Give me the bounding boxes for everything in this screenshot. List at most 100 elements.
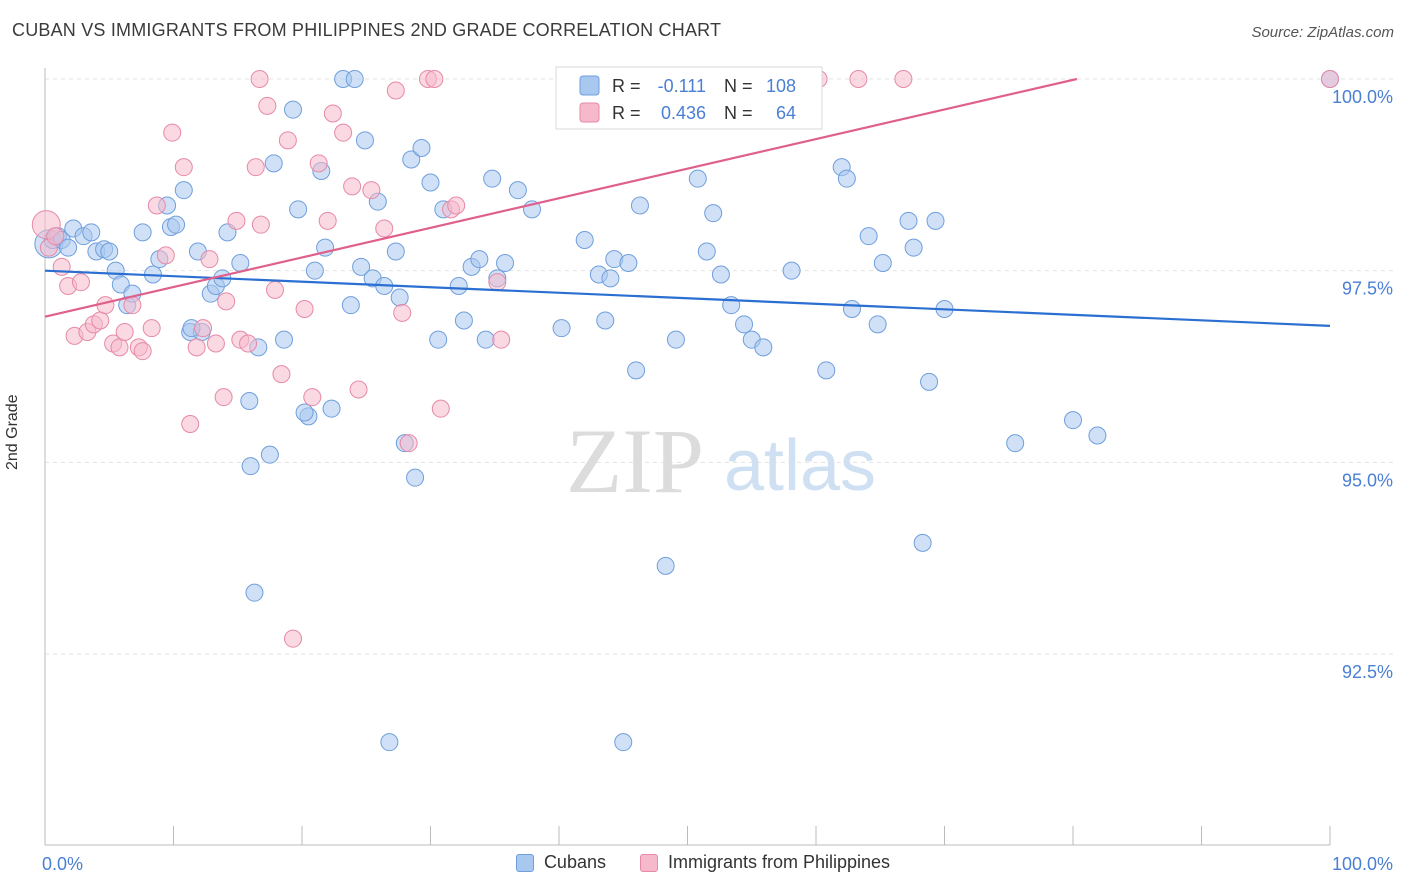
cuban-point — [704, 204, 723, 223]
tick-labels: 100.0% 97.5% 95.0% 92.5% 0.0% 100.0% — [42, 87, 1393, 874]
cuban-point — [904, 238, 923, 257]
cuban-point — [899, 211, 918, 230]
watermark-atlas: atlas — [724, 426, 876, 506]
philippines-point — [488, 273, 507, 292]
legend-r-value: 0.436 — [661, 103, 706, 123]
cuban-point — [868, 315, 887, 334]
legend-item-philippines: Immigrants from Philippines — [639, 852, 890, 873]
cuban-point — [241, 457, 260, 476]
cuban-point — [82, 223, 101, 242]
philippines-point — [284, 629, 303, 648]
philippines-point — [163, 123, 182, 142]
series-legend: Cubans Immigrants from Philippines — [0, 852, 1406, 873]
philippines-point — [278, 131, 297, 150]
cuban-point — [449, 277, 468, 295]
philippines-point — [334, 123, 353, 142]
philippines-point — [115, 323, 134, 341]
philippines-point — [142, 319, 161, 338]
legend-box-swatch — [579, 75, 600, 96]
legend-n-label: N = — [724, 103, 753, 123]
philippines-point — [187, 338, 206, 357]
philippines-point — [71, 273, 90, 292]
philippines-point — [246, 158, 265, 177]
cuban-point — [240, 392, 259, 410]
philippines-point — [323, 104, 342, 123]
philippines-point — [849, 70, 868, 88]
philippines-point — [492, 330, 511, 349]
cuban-point — [782, 261, 801, 280]
philippines-point — [431, 399, 450, 418]
philippines-point — [217, 292, 236, 311]
y-tick-label: 100.0% — [1332, 87, 1393, 107]
cuban-point — [406, 468, 425, 487]
watermark: ZIP atlas — [566, 410, 876, 512]
cuban-point — [231, 254, 250, 272]
cuban-point — [656, 556, 675, 575]
cuban-point — [133, 223, 152, 242]
philippines-point — [227, 211, 246, 230]
philippines-point — [386, 81, 405, 100]
philippines-point — [349, 380, 368, 399]
legend-swatch-philippines — [639, 853, 658, 872]
cuban-point — [402, 150, 421, 169]
axes — [44, 68, 1331, 846]
legend-swatch-cubans — [515, 853, 534, 872]
philippines-point — [393, 303, 412, 322]
philippines-point — [156, 246, 175, 265]
chart-title: CUBAN VS IMMIGRANTS FROM PHILIPPINES 2ND… — [12, 20, 722, 40]
philippines-point — [1321, 70, 1339, 88]
correlation-legend: R = -0.111 N = 108 R = 0.436 N = 64 — [555, 66, 823, 130]
philippines-point — [206, 334, 225, 353]
philippines-point — [110, 338, 129, 357]
cuban-point — [711, 265, 730, 284]
philippines-point — [251, 215, 270, 234]
philippines-point — [52, 257, 71, 276]
philippines-point — [425, 70, 444, 88]
cuban-point — [284, 100, 303, 119]
philippines-point — [295, 300, 314, 318]
philippines-point — [362, 181, 381, 200]
cuban-point — [619, 254, 638, 272]
cuban-point — [341, 296, 360, 315]
legend-r-value: -0.111 — [658, 76, 706, 96]
cuban-point — [483, 169, 502, 188]
cuban-point — [429, 330, 448, 349]
cuban-point — [837, 169, 856, 188]
cuban-point — [264, 154, 283, 173]
cuban-point — [735, 315, 754, 334]
cuban-point — [390, 288, 409, 307]
x-tick-label-end: 100.0% — [1332, 854, 1393, 874]
legend-label-cubans: Cubans — [543, 852, 606, 872]
cuban-point — [817, 361, 836, 380]
cuban-point — [666, 330, 685, 349]
philippines-point — [181, 415, 200, 433]
cuban-point — [842, 300, 861, 318]
cuban-point — [167, 215, 186, 234]
cuban-point — [386, 242, 405, 261]
cuban-point — [601, 269, 620, 288]
cuban-point — [630, 196, 649, 215]
cuban-point — [920, 372, 939, 391]
cuban-point — [614, 733, 633, 752]
legend-box-swatch — [579, 102, 600, 123]
cuban-point — [412, 139, 431, 157]
cuban-point — [627, 361, 646, 380]
cuban-point — [260, 445, 279, 464]
cuban-point — [688, 169, 707, 188]
philippines-point — [303, 388, 322, 407]
philippines-trend-line — [44, 77, 1078, 318]
cuban-point — [697, 242, 716, 261]
philippines-point — [214, 388, 233, 407]
philippines-point — [174, 158, 193, 177]
y-tick-label: 95.0% — [1342, 470, 1393, 490]
philippines-point — [447, 196, 466, 215]
cuban-point — [59, 238, 78, 257]
cuban-point — [421, 173, 440, 192]
cuban-point — [596, 311, 615, 330]
cuban-point — [352, 257, 371, 276]
legend-n-value: 108 — [766, 76, 796, 96]
philippines-point — [133, 342, 152, 361]
source-credit: Source: ZipAtlas.com — [1251, 24, 1394, 41]
y-tick-label: 92.5% — [1342, 662, 1393, 682]
